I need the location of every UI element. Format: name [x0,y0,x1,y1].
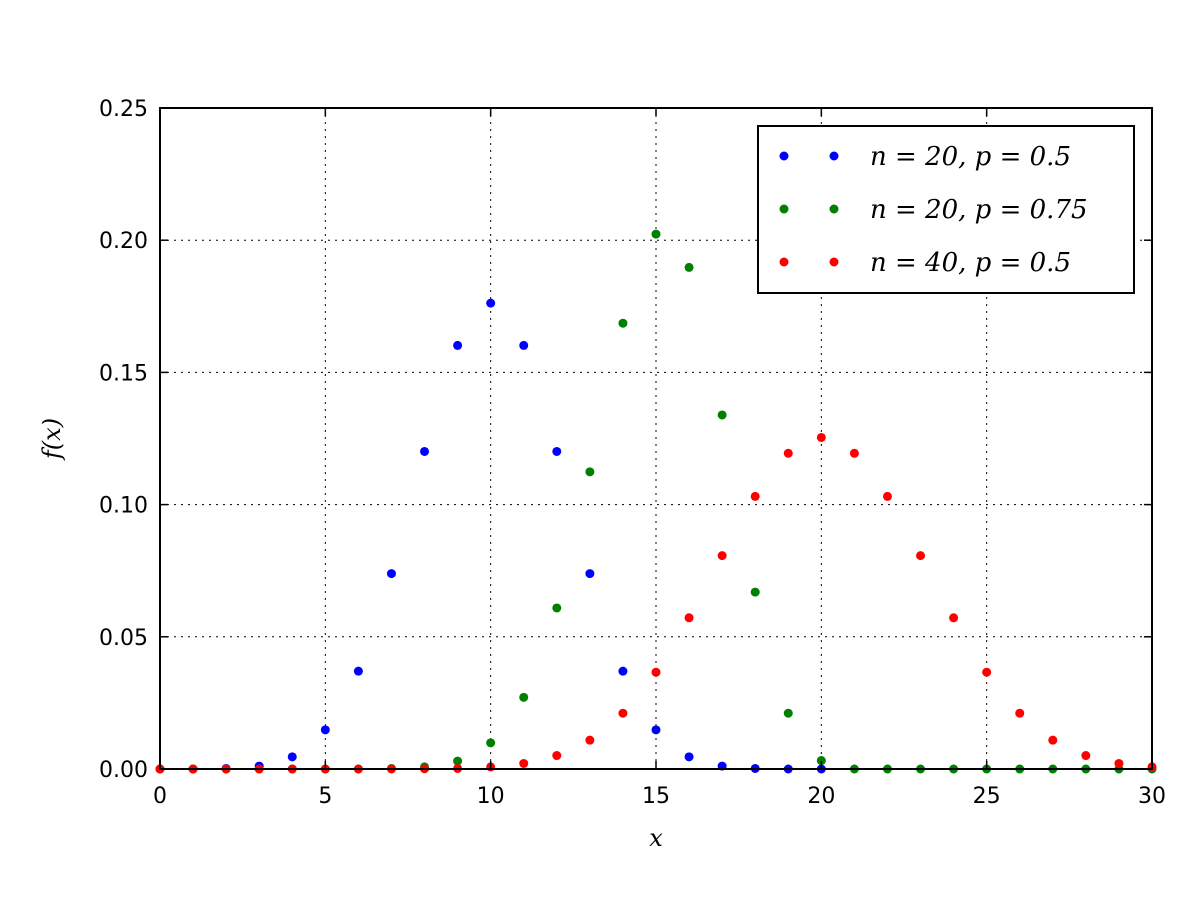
data-point [1048,735,1058,745]
data-point [1114,758,1124,768]
data-point [453,340,463,350]
data-point [618,666,628,676]
data-point [783,448,793,458]
data-point [684,752,694,762]
data-point [750,491,760,501]
data-point [552,446,562,456]
x-tick-label: 15 [642,784,670,809]
data-point [585,467,595,477]
data-point [585,735,595,745]
x-tick-label: 25 [973,784,1001,809]
data-point [386,569,396,579]
y-tick-label: 0.15 [99,361,148,386]
data-point [717,410,727,420]
legend-marker [779,204,789,214]
x-tick-label: 5 [318,784,332,809]
series-3 [155,432,1157,774]
data-point [684,613,694,623]
x-axis-label: x [649,824,663,852]
legend-marker [829,204,839,214]
legend-label: n = 20, p = 0.75 [870,195,1088,225]
data-point [453,756,463,766]
data-point [783,708,793,718]
data-point [1015,708,1025,718]
y-tick-label: 0.00 [99,758,148,783]
x-tick-label: 20 [807,784,835,809]
data-point [486,298,496,308]
legend-marker [829,257,839,267]
legend-label: n = 20, p = 0.5 [870,142,1071,172]
data-point [916,551,926,561]
data-point [353,666,363,676]
y-tick-label: 0.05 [99,626,148,651]
data-point [552,603,562,613]
y-axis-label: f(x) [38,418,66,461]
data-point [684,262,694,272]
data-point [552,751,562,761]
legend-box [757,125,1135,294]
y-tick-label: 0.10 [99,494,148,519]
data-point [750,587,760,597]
data-point [420,446,430,456]
data-point [585,569,595,579]
data-point [519,692,529,702]
data-point [1081,751,1091,761]
data-point [717,551,727,561]
data-point [486,738,496,748]
y-tick-label: 0.25 [99,97,148,122]
x-tick-label: 0 [153,784,167,809]
data-point [651,229,661,239]
data-point [949,613,959,623]
data-point [651,725,661,735]
data-point [816,756,826,766]
data-point [816,432,826,442]
data-point [320,725,330,735]
legend-marker [829,151,839,161]
data-point [882,491,892,501]
data-point [982,667,992,677]
y-tick-label: 0.20 [99,229,148,254]
x-tick-label: 10 [477,784,505,809]
data-point [519,758,529,768]
legend-label: n = 40, p = 0.5 [870,248,1071,278]
data-point [618,318,628,328]
legend: n = 20, p = 0.5 n = 20, p = 0.75 n = 40, p… [757,125,1135,294]
legend-marker [779,151,789,161]
ticks: 0 5 10 15 20 25 30 0.00 0.05 0.10 0.15 0.20 0.25 [99,97,1166,809]
x-tick-label: 30 [1138,784,1166,809]
data-point [651,667,661,677]
data-point [287,752,297,762]
data-point [849,448,859,458]
legend-marker [779,257,789,267]
data-point [519,340,529,350]
data-point [618,708,628,718]
